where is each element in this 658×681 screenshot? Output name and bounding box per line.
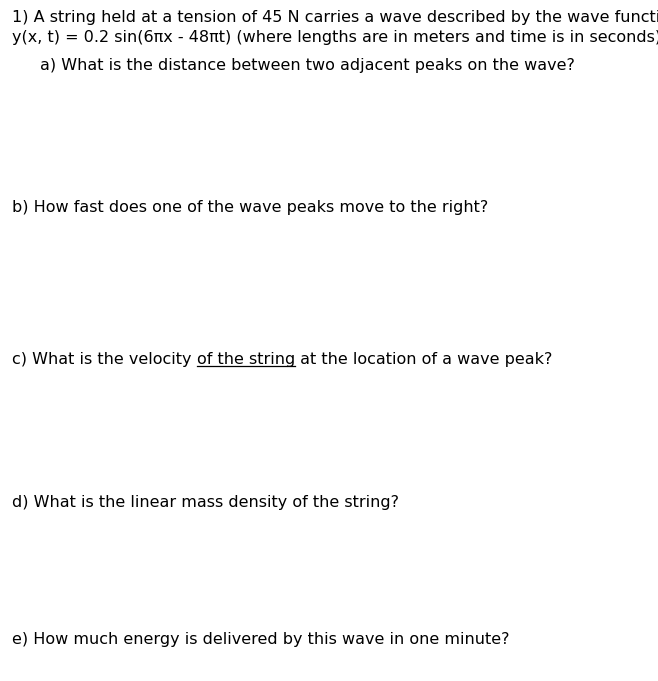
Text: a) What is the distance between two adjacent peaks on the wave?: a) What is the distance between two adja… bbox=[40, 58, 575, 73]
Text: at the location of a wave peak?: at the location of a wave peak? bbox=[295, 352, 552, 367]
Text: y(x, t) = 0.2 sin(6πx - 48πt) (where lengths are in meters and time is in second: y(x, t) = 0.2 sin(6πx - 48πt) (where len… bbox=[12, 30, 658, 45]
Text: e) How much energy is delivered by this wave in one minute?: e) How much energy is delivered by this … bbox=[12, 632, 509, 647]
Text: b) How fast does one of the wave peaks move to the right?: b) How fast does one of the wave peaks m… bbox=[12, 200, 488, 215]
Text: c) What is the velocity: c) What is the velocity bbox=[12, 352, 197, 367]
Text: of the string: of the string bbox=[197, 352, 295, 367]
Text: d) What is the linear mass density of the string?: d) What is the linear mass density of th… bbox=[12, 495, 399, 510]
Text: 1) A string held at a tension of 45 N carries a wave described by the wave funct: 1) A string held at a tension of 45 N ca… bbox=[12, 10, 658, 25]
